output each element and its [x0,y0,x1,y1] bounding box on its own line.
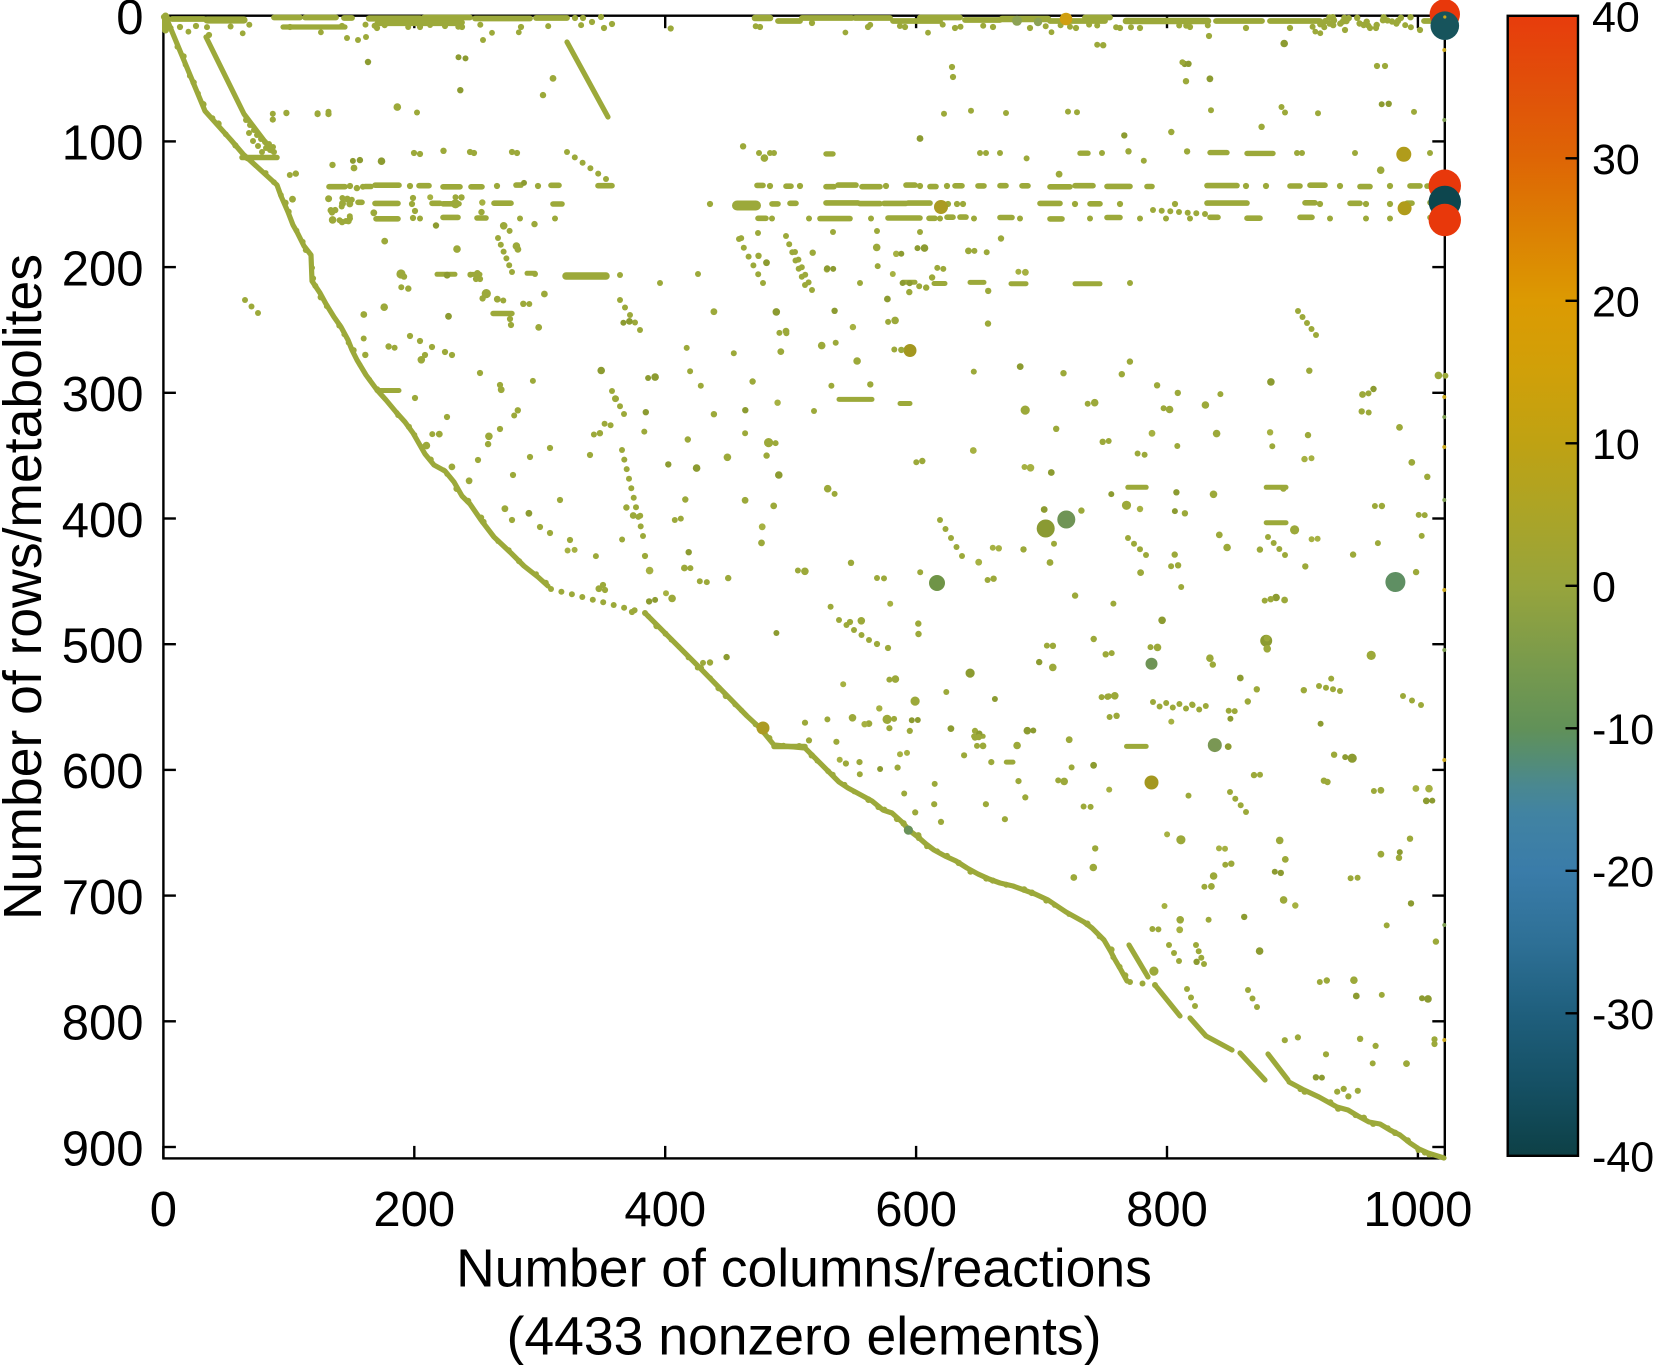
svg-text:1000: 1000 [1363,1183,1472,1237]
svg-text:700: 700 [62,871,144,925]
svg-text:0: 0 [1592,564,1616,612]
svg-text:-40: -40 [1592,1134,1654,1182]
svg-text:-20: -20 [1592,849,1654,897]
svg-text:900: 900 [62,1122,144,1176]
svg-text:200: 200 [62,242,144,296]
svg-text:-30: -30 [1592,991,1654,1039]
svg-text:0: 0 [150,1183,177,1237]
svg-text:(4433 nonzero elements): (4433 nonzero elements) [507,1308,1102,1365]
svg-text:0: 0 [116,0,143,45]
svg-text:300: 300 [62,368,144,422]
svg-text:20: 20 [1592,279,1640,327]
svg-text:800: 800 [1126,1183,1208,1237]
svg-text:400: 400 [62,494,144,548]
svg-text:600: 600 [875,1183,957,1237]
svg-text:10: 10 [1592,421,1640,469]
svg-text:30: 30 [1592,136,1640,184]
svg-text:400: 400 [624,1183,706,1237]
svg-text:40: 40 [1592,0,1640,42]
svg-text:500: 500 [62,620,144,674]
svg-text:100: 100 [62,117,144,171]
svg-text:-10: -10 [1592,706,1654,754]
svg-text:Number of columns/reactions: Number of columns/reactions [456,1240,1152,1299]
svg-text:200: 200 [373,1183,455,1237]
svg-text:600: 600 [62,745,144,799]
svg-text:Number of rows/metabolites: Number of rows/metabolites [0,254,53,920]
svg-text:800: 800 [62,997,144,1051]
